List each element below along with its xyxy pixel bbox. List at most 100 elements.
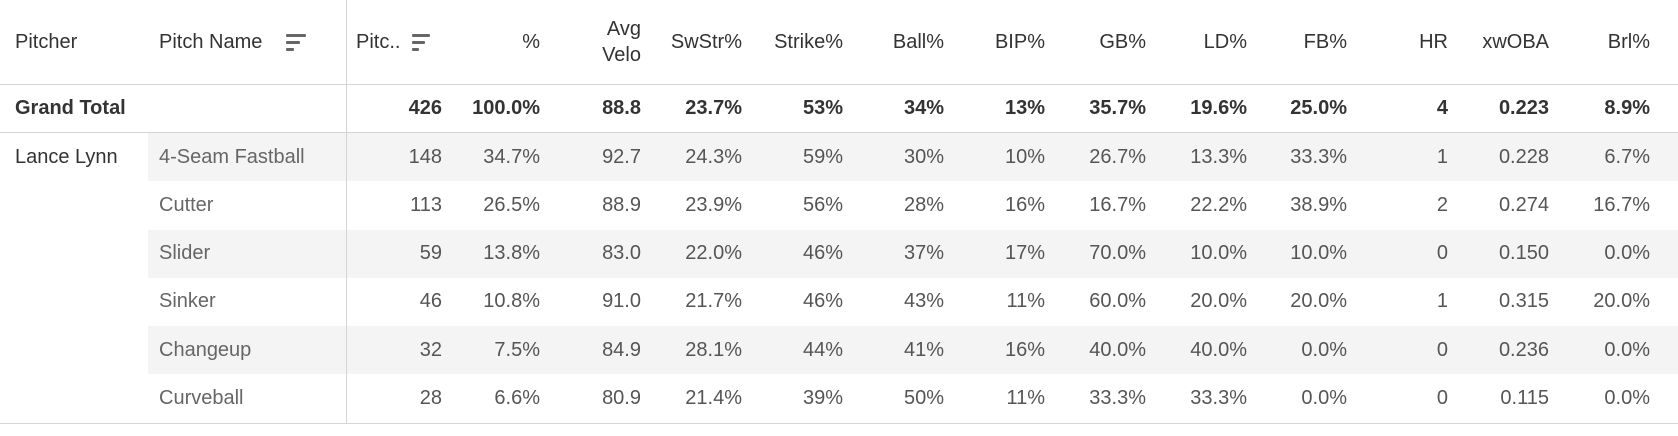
column-header-xwoba[interactable]: xwOBA	[1482, 0, 1549, 84]
data-cell: 16%	[1004, 338, 1045, 361]
data-cell: 148	[408, 145, 442, 168]
data-cell: 6.6%	[494, 387, 540, 409]
data-cell: 10.0%	[1290, 242, 1347, 265]
column-header-label: Pitcher	[15, 31, 78, 53]
data-cell: 16%	[1004, 193, 1045, 216]
data-cell: 28%	[903, 193, 944, 216]
pitch-name: 4-Seam Fastball	[159, 145, 305, 168]
pitch-name: Cutter	[159, 193, 214, 216]
column-header-brl[interactable]: Brl%	[1608, 0, 1650, 84]
total-cell: 19.6%	[1190, 96, 1247, 119]
table-row[interactable]: Lance Lynn 4-Seam Fastball 148 34.7% 92.7 24.…	[0, 133, 1678, 181]
data-cell: 20.0%	[1593, 290, 1650, 313]
total-cell: 34%	[903, 96, 944, 119]
row-band	[148, 229, 1678, 278]
pitch-name: Slider	[159, 242, 211, 265]
data-cell: 10.8%	[483, 290, 540, 313]
total-cell: 25.0%	[1290, 96, 1347, 119]
data-cell: 70.0%	[1089, 242, 1146, 265]
data-cell: 40.0%	[1089, 338, 1146, 361]
data-cell: 32	[419, 338, 442, 361]
column-header-pitches[interactable]: Pitc..	[356, 0, 432, 84]
data-cell: 7.5%	[494, 338, 540, 361]
pitch-name: Changeup	[159, 338, 252, 361]
data-cell: 46%	[802, 290, 843, 313]
total-cell: 4	[1436, 96, 1448, 119]
column-header-label: Pitc..	[356, 31, 401, 53]
total-cell: 23.7%	[685, 96, 742, 119]
data-cell: 38.9%	[1290, 193, 1347, 216]
column-header-bip[interactable]: BIP%	[995, 0, 1045, 84]
column-header-label: FB%	[1303, 31, 1347, 53]
row-band	[148, 326, 1678, 375]
data-cell: 16.7%	[1089, 193, 1146, 216]
data-cell: 39%	[802, 387, 843, 409]
grand-total-row[interactable]: Grand Total 426 100.0% 88.8 23.7% 53% 34…	[0, 84, 1678, 133]
data-cell: 0.0%	[1301, 387, 1347, 409]
column-header-label: GB%	[1099, 31, 1146, 53]
column-header-label: Brl%	[1607, 31, 1650, 53]
data-cell: 0.236	[1498, 338, 1549, 361]
column-header-hr[interactable]: HR	[1419, 0, 1448, 84]
table-row[interactable]: Cutter 113 26.5% 88.9 23.9% 56% 28% 16% 16.7% 22.…	[0, 181, 1678, 229]
data-cell: 24.3%	[685, 145, 742, 168]
data-cell: 41%	[903, 338, 944, 361]
data-cell: 1	[1436, 290, 1448, 313]
data-cell: 0.0%	[1604, 338, 1650, 361]
data-cell: 50%	[903, 387, 944, 409]
data-cell: 88.9	[602, 193, 641, 216]
data-cell: 13.3%	[1190, 145, 1247, 168]
data-cell: 33.3%	[1190, 387, 1247, 409]
data-cell: 10%	[1004, 145, 1045, 168]
sort-icon[interactable]	[410, 32, 432, 53]
total-cell: 100.0%	[472, 96, 540, 119]
data-cell: 6.7%	[1604, 145, 1650, 168]
data-cell: 23.9%	[685, 193, 742, 216]
column-divider	[346, 0, 347, 424]
pitch-name: Sinker	[159, 290, 216, 313]
column-header-fb[interactable]: FB%	[1304, 0, 1347, 84]
data-cell: 22.0%	[685, 242, 742, 265]
total-cell: 426	[408, 96, 442, 119]
column-header-pct[interactable]: %	[522, 0, 540, 84]
data-cell: 16.7%	[1593, 193, 1650, 216]
total-cell: 13%	[1004, 96, 1045, 119]
column-header-gb[interactable]: GB%	[1099, 0, 1146, 84]
column-header-label: Velo	[602, 44, 641, 66]
table-row[interactable]: Sinker 46 10.8% 91.0 21.7% 46% 43% 11% 60.0% 20.0…	[0, 278, 1678, 326]
data-cell: 92.7	[602, 145, 641, 168]
data-cell: 0.0%	[1301, 338, 1347, 361]
data-cell: 43%	[903, 290, 944, 313]
data-cell: 37%	[903, 242, 944, 265]
column-header-pitch-name[interactable]: Pitch Name	[159, 0, 308, 84]
data-cell: 20.0%	[1290, 290, 1347, 313]
data-cell: 11%	[1006, 290, 1045, 313]
data-cell: 46%	[802, 242, 843, 265]
column-header-avg-velo[interactable]: Avg Velo	[602, 0, 641, 84]
table-row[interactable]: Slider 59 13.8% 83.0 22.0% 46% 37% 17% 70.0% 10.0…	[0, 229, 1678, 278]
data-cell: 0.0%	[1604, 242, 1650, 265]
data-cell: 60.0%	[1089, 290, 1146, 313]
column-header-strike[interactable]: Strike%	[774, 0, 843, 84]
data-cell: 28	[419, 387, 442, 409]
data-cell: 91.0	[602, 290, 641, 313]
total-cell: 35.7%	[1089, 96, 1146, 119]
data-cell: 44%	[802, 338, 843, 361]
column-header-pitcher[interactable]: Pitcher	[15, 0, 77, 84]
data-cell: 0	[1436, 387, 1448, 409]
total-cell: 88.8	[602, 96, 641, 119]
data-cell: 113	[410, 193, 442, 216]
data-cell: 30%	[903, 145, 944, 168]
data-cell: 0.315	[1498, 290, 1549, 313]
table-row[interactable]: Changeup 32 7.5% 84.9 28.1% 44% 41% 16% 40.0% 40.…	[0, 326, 1678, 375]
column-header-label: Ball%	[892, 31, 944, 53]
sort-icon[interactable]	[284, 32, 308, 53]
table-row[interactable]: Curveball 28 6.6% 80.9 21.4% 39% 50% 11% 33.3% 33…	[0, 375, 1678, 423]
data-cell: 21.7%	[685, 290, 742, 313]
column-header-swstr[interactable]: SwStr%	[671, 0, 742, 84]
column-header-ld[interactable]: LD%	[1204, 0, 1247, 84]
column-header-ball[interactable]: Ball%	[893, 0, 944, 84]
data-cell: 13.8%	[483, 242, 540, 265]
table-bottom-border	[0, 423, 1678, 424]
data-cell: 1	[1436, 145, 1448, 168]
